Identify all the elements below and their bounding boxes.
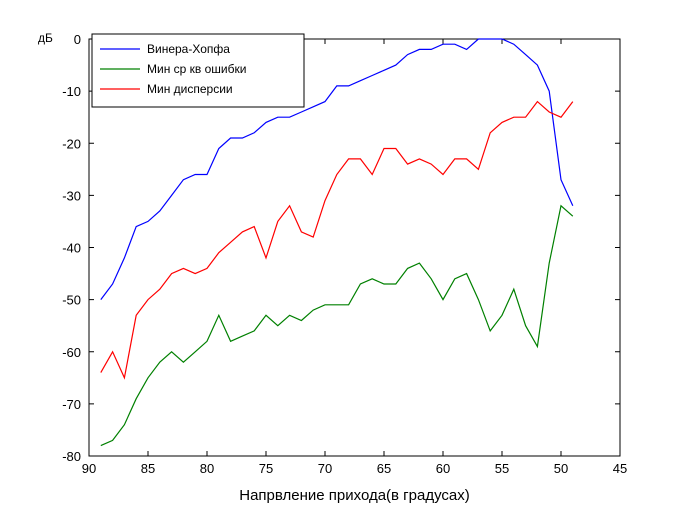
legend-box xyxy=(91,33,305,108)
legend: Винера-Хопфа Мин ср кв ошибки Мин дисперси… xyxy=(91,33,305,108)
y-tick-label: -30 xyxy=(62,188,81,203)
x-tick-label: 65 xyxy=(377,461,391,476)
y-tick-label: -80 xyxy=(62,449,81,464)
y-tick-label: -40 xyxy=(62,241,81,256)
x-tick-label: 60 xyxy=(436,461,450,476)
legend-label: Винера-Хопфа xyxy=(147,42,230,56)
y-tick-label: -50 xyxy=(62,293,81,308)
y-axis-unit-label: дБ xyxy=(38,31,53,45)
axis-ticks: 90 85 80 75 70 65 60 55 50 45 -80 -70 -60 -50 -40 -30 -2… xyxy=(62,32,627,476)
series-lines xyxy=(100,38,574,447)
x-tick-label: 55 xyxy=(495,461,509,476)
x-tick-label: 50 xyxy=(554,461,568,476)
y-tick-label: -10 xyxy=(62,84,81,99)
series-line-2 xyxy=(100,204,574,447)
series-line-1 xyxy=(100,38,574,300)
x-tick-label: 80 xyxy=(200,461,214,476)
legend-label: Мин ср кв ошибки xyxy=(147,62,246,76)
x-axis-label: Напрвление прихода(в градусах) xyxy=(239,487,470,504)
y-tick-label: 0 xyxy=(74,32,81,47)
x-tick-label: 70 xyxy=(318,461,332,476)
y-tick-label: -70 xyxy=(62,397,81,412)
x-tick-label: 45 xyxy=(613,461,627,476)
y-tick-label: -60 xyxy=(62,345,81,360)
legend-label: Мин дисперсии xyxy=(147,82,233,96)
y-tick-label: -20 xyxy=(62,136,81,151)
x-tick-label: 75 xyxy=(259,461,273,476)
x-tick-label: 85 xyxy=(141,461,155,476)
x-tick-label: 90 xyxy=(82,461,96,476)
series-line-3 xyxy=(100,100,574,380)
